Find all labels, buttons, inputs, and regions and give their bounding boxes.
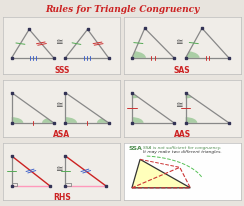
Wedge shape [132, 93, 139, 98]
Wedge shape [186, 51, 200, 58]
Polygon shape [132, 159, 190, 188]
Wedge shape [12, 117, 23, 123]
Text: AAS: AAS [173, 130, 191, 139]
Text: ≅: ≅ [55, 165, 62, 173]
Wedge shape [186, 117, 197, 123]
Text: ≅: ≅ [55, 101, 62, 110]
Wedge shape [132, 51, 146, 58]
Text: ≅: ≅ [175, 101, 182, 110]
Text: SSA: SSA [128, 146, 142, 151]
Wedge shape [65, 117, 77, 123]
Text: ≅: ≅ [175, 38, 182, 47]
Text: SAS: SAS [174, 67, 191, 75]
Text: RHS: RHS [53, 193, 71, 202]
Text: ASA: ASA [53, 130, 71, 139]
Text: Rules for Triangle Congruency: Rules for Triangle Congruency [45, 5, 199, 14]
Wedge shape [97, 118, 109, 123]
Text: It may make two different triangles.: It may make two different triangles. [143, 150, 222, 154]
Text: SSA is not sufficient for congruency.: SSA is not sufficient for congruency. [143, 146, 221, 150]
Wedge shape [186, 93, 192, 98]
Wedge shape [132, 117, 143, 123]
Text: SSS: SSS [54, 67, 70, 75]
Text: ≅: ≅ [55, 38, 62, 47]
Wedge shape [42, 118, 54, 123]
